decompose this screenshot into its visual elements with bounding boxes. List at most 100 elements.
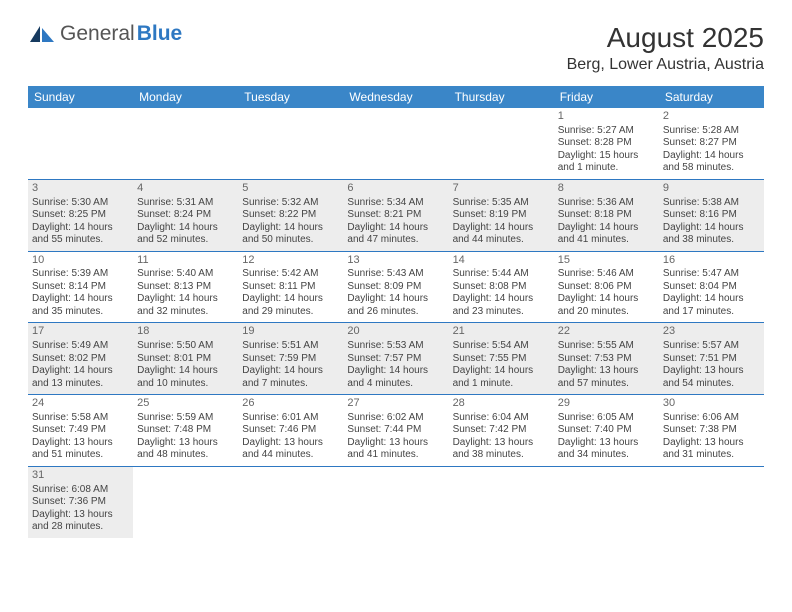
sunset-text: Sunset: 8:13 PM [137, 281, 234, 294]
daylight-text: Daylight: 14 hours and 13 minutes. [32, 365, 129, 390]
logo-sail-icon [28, 24, 56, 44]
daylight-text: Daylight: 14 hours and 20 minutes. [558, 293, 655, 318]
calendar-cell: 2Sunrise: 5:28 AMSunset: 8:27 PMDaylight… [659, 108, 764, 179]
calendar-cell: 29Sunrise: 6:05 AMSunset: 7:40 PMDayligh… [554, 395, 659, 466]
calendar-cell-empty [133, 467, 238, 538]
daylight-text: Daylight: 15 hours and 1 minute. [558, 150, 655, 175]
calendar-cell: 11Sunrise: 5:40 AMSunset: 8:13 PMDayligh… [133, 252, 238, 323]
daylight-text: Daylight: 14 hours and 44 minutes. [453, 222, 550, 247]
day-number: 11 [137, 254, 234, 268]
weekday-header: Monday [133, 86, 238, 108]
calendar-cell: 5Sunrise: 5:32 AMSunset: 8:22 PMDaylight… [238, 180, 343, 251]
sunset-text: Sunset: 7:51 PM [663, 353, 760, 366]
calendar-body: 1Sunrise: 5:27 AMSunset: 8:28 PMDaylight… [28, 108, 764, 538]
day-number: 13 [347, 254, 444, 268]
sunset-text: Sunset: 8:16 PM [663, 209, 760, 222]
daylight-text: Daylight: 13 hours and 41 minutes. [347, 437, 444, 462]
calendar-cell: 30Sunrise: 6:06 AMSunset: 7:38 PMDayligh… [659, 395, 764, 466]
calendar-week-row: 24Sunrise: 5:58 AMSunset: 7:49 PMDayligh… [28, 395, 764, 467]
month-title: August 2025 [567, 22, 764, 54]
weekday-header: Thursday [449, 86, 554, 108]
daylight-text: Daylight: 14 hours and 26 minutes. [347, 293, 444, 318]
daylight-text: Daylight: 13 hours and 44 minutes. [242, 437, 339, 462]
day-number: 14 [453, 254, 550, 268]
daylight-text: Daylight: 13 hours and 54 minutes. [663, 365, 760, 390]
calendar-cell: 31Sunrise: 6:08 AMSunset: 7:36 PMDayligh… [28, 467, 133, 538]
calendar-cell: 24Sunrise: 5:58 AMSunset: 7:49 PMDayligh… [28, 395, 133, 466]
day-number: 16 [663, 254, 760, 268]
weekday-header: Wednesday [343, 86, 448, 108]
day-number: 31 [32, 469, 129, 483]
sunrise-text: Sunrise: 5:38 AM [663, 197, 760, 210]
day-number: 24 [32, 397, 129, 411]
day-number: 7 [453, 182, 550, 196]
day-number: 27 [347, 397, 444, 411]
sunrise-text: Sunrise: 5:34 AM [347, 197, 444, 210]
calendar-week-row: 17Sunrise: 5:49 AMSunset: 8:02 PMDayligh… [28, 323, 764, 395]
sunset-text: Sunset: 8:28 PM [558, 137, 655, 150]
sunset-text: Sunset: 8:21 PM [347, 209, 444, 222]
calendar-cell-empty [238, 108, 343, 179]
calendar-cell: 7Sunrise: 5:35 AMSunset: 8:19 PMDaylight… [449, 180, 554, 251]
calendar-cell-empty [449, 108, 554, 179]
calendar-cell: 23Sunrise: 5:57 AMSunset: 7:51 PMDayligh… [659, 323, 764, 394]
calendar-cell: 3Sunrise: 5:30 AMSunset: 8:25 PMDaylight… [28, 180, 133, 251]
day-number: 1 [558, 110, 655, 124]
calendar-cell: 20Sunrise: 5:53 AMSunset: 7:57 PMDayligh… [343, 323, 448, 394]
daylight-text: Daylight: 14 hours and 50 minutes. [242, 222, 339, 247]
sunrise-text: Sunrise: 5:39 AM [32, 268, 129, 281]
day-number: 6 [347, 182, 444, 196]
logo-text-blue: Blue [137, 22, 183, 46]
sunrise-text: Sunrise: 5:54 AM [453, 340, 550, 353]
calendar-cell: 14Sunrise: 5:44 AMSunset: 8:08 PMDayligh… [449, 252, 554, 323]
daylight-text: Daylight: 14 hours and 35 minutes. [32, 293, 129, 318]
day-number: 2 [663, 110, 760, 124]
calendar-cell: 18Sunrise: 5:50 AMSunset: 8:01 PMDayligh… [133, 323, 238, 394]
day-number: 4 [137, 182, 234, 196]
calendar-cell: 8Sunrise: 5:36 AMSunset: 8:18 PMDaylight… [554, 180, 659, 251]
calendar-cell: 28Sunrise: 6:04 AMSunset: 7:42 PMDayligh… [449, 395, 554, 466]
sunset-text: Sunset: 8:08 PM [453, 281, 550, 294]
sunrise-text: Sunrise: 6:02 AM [347, 412, 444, 425]
calendar-cell-empty [343, 108, 448, 179]
sunset-text: Sunset: 7:59 PM [242, 353, 339, 366]
calendar-week-row: 3Sunrise: 5:30 AMSunset: 8:25 PMDaylight… [28, 180, 764, 252]
sunset-text: Sunset: 7:42 PM [453, 424, 550, 437]
sunrise-text: Sunrise: 5:44 AM [453, 268, 550, 281]
sunrise-text: Sunrise: 5:49 AM [32, 340, 129, 353]
daylight-text: Daylight: 14 hours and 58 minutes. [663, 150, 760, 175]
weekday-header: Tuesday [238, 86, 343, 108]
sunset-text: Sunset: 8:06 PM [558, 281, 655, 294]
day-number: 15 [558, 254, 655, 268]
sunrise-text: Sunrise: 5:55 AM [558, 340, 655, 353]
daylight-text: Daylight: 13 hours and 31 minutes. [663, 437, 760, 462]
day-number: 9 [663, 182, 760, 196]
sunrise-text: Sunrise: 5:30 AM [32, 197, 129, 210]
daylight-text: Daylight: 14 hours and 17 minutes. [663, 293, 760, 318]
day-number: 29 [558, 397, 655, 411]
daylight-text: Daylight: 13 hours and 51 minutes. [32, 437, 129, 462]
sunrise-text: Sunrise: 5:36 AM [558, 197, 655, 210]
calendar-cell: 4Sunrise: 5:31 AMSunset: 8:24 PMDaylight… [133, 180, 238, 251]
daylight-text: Daylight: 13 hours and 38 minutes. [453, 437, 550, 462]
daylight-text: Daylight: 14 hours and 47 minutes. [347, 222, 444, 247]
daylight-text: Daylight: 14 hours and 52 minutes. [137, 222, 234, 247]
calendar-week-row: 31Sunrise: 6:08 AMSunset: 7:36 PMDayligh… [28, 467, 764, 538]
calendar-cell-empty [133, 108, 238, 179]
weekday-header: Saturday [659, 86, 764, 108]
sunset-text: Sunset: 7:49 PM [32, 424, 129, 437]
daylight-text: Daylight: 14 hours and 32 minutes. [137, 293, 234, 318]
calendar-cell-empty [554, 467, 659, 538]
calendar: SundayMondayTuesdayWednesdayThursdayFrid… [28, 86, 764, 538]
day-number: 30 [663, 397, 760, 411]
daylight-text: Daylight: 14 hours and 7 minutes. [242, 365, 339, 390]
sunrise-text: Sunrise: 5:50 AM [137, 340, 234, 353]
sunset-text: Sunset: 7:40 PM [558, 424, 655, 437]
calendar-cell: 27Sunrise: 6:02 AMSunset: 7:44 PMDayligh… [343, 395, 448, 466]
daylight-text: Daylight: 14 hours and 55 minutes. [32, 222, 129, 247]
sunset-text: Sunset: 7:46 PM [242, 424, 339, 437]
sunrise-text: Sunrise: 5:27 AM [558, 125, 655, 138]
day-number: 23 [663, 325, 760, 339]
day-number: 28 [453, 397, 550, 411]
sunset-text: Sunset: 8:01 PM [137, 353, 234, 366]
